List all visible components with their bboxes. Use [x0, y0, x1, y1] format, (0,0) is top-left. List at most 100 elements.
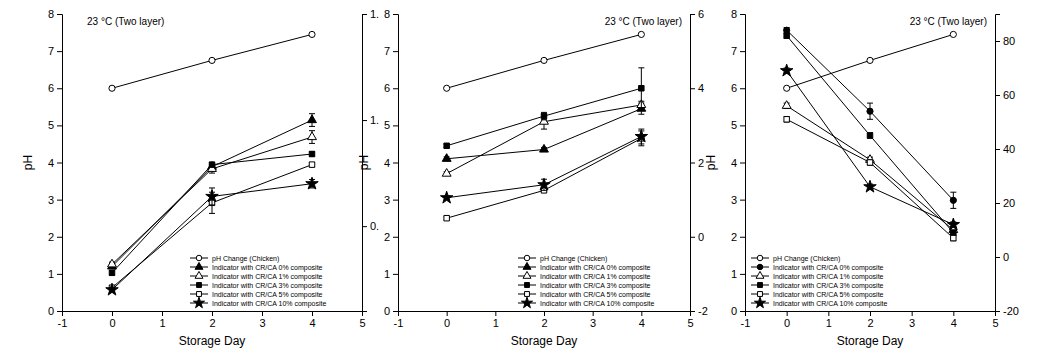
tick-label: 1	[731, 268, 737, 280]
tick-label: -1	[58, 317, 68, 329]
marker	[950, 197, 956, 203]
marker	[951, 230, 956, 235]
axis-line	[996, 15, 1001, 312]
legend-item: Indicator with CR/CA 0% composite	[751, 264, 884, 272]
tick-label: 2	[731, 231, 737, 243]
tick: -1	[58, 311, 68, 329]
legend-label: pH Change (Chicken)	[540, 255, 607, 263]
x-axis: -1012345	[58, 311, 366, 329]
tick-mark	[57, 311, 62, 312]
legend-item: Indicator with CR/CA 5% composite	[751, 291, 884, 299]
tick-mark	[393, 14, 398, 15]
legend-item: Indicator with CR/CA 0% composite	[190, 262, 323, 271]
series	[109, 162, 315, 291]
tick: -1	[394, 311, 404, 329]
tick-mark	[995, 41, 1000, 42]
marker	[867, 133, 872, 138]
marker	[867, 108, 873, 114]
tick-mark	[870, 311, 871, 316]
tick-label: 4	[951, 317, 957, 329]
tick-mark	[362, 120, 367, 121]
chart-root: -10123450123456780.1.1.Storage DaypH23 °…	[0, 0, 1041, 353]
marker	[444, 85, 450, 91]
marker	[867, 57, 873, 63]
tick-mark	[740, 51, 745, 52]
tick-mark	[740, 88, 745, 89]
tick: 4	[731, 157, 745, 169]
series-line	[447, 88, 642, 146]
tick-label: 5	[731, 119, 737, 131]
legend-symbol	[524, 255, 530, 261]
marker	[951, 235, 956, 240]
tick-label: 2	[867, 317, 873, 329]
x-axis-title: Storage Day	[511, 334, 578, 348]
y-axis: 012345678	[48, 8, 63, 317]
error-bar	[784, 33, 790, 38]
tick-label: 6	[731, 82, 737, 94]
marker	[109, 85, 115, 91]
marker	[309, 151, 314, 156]
legend-item: Indicator with CR/CA 1% composite	[518, 271, 651, 280]
tick: 3	[909, 311, 915, 329]
legend-symbol	[523, 262, 531, 269]
tick-label: 7	[48, 45, 54, 57]
legend-item: Indicator with CR/CA 5% composite	[518, 291, 651, 299]
marker	[308, 132, 317, 140]
legend-item: Indicator with CR/CA 3% composite	[518, 282, 651, 290]
legend-item: Indicator with CR/CA 3% composite	[751, 282, 884, 290]
tick: 5	[384, 119, 398, 131]
error-bar	[109, 271, 115, 275]
tick-label: 0.	[370, 220, 379, 232]
legend-label: Indicator with CR/CA 0% composite	[773, 264, 884, 272]
tick: 80	[995, 35, 1015, 47]
tick: 3	[384, 194, 398, 206]
series-line	[447, 138, 642, 218]
marker	[784, 117, 789, 122]
tick: 1	[384, 268, 398, 280]
error-bar	[950, 192, 956, 208]
series	[444, 68, 645, 149]
tick-mark	[57, 200, 62, 201]
tick: 3	[731, 194, 745, 206]
error-bar	[309, 163, 315, 167]
series	[444, 31, 645, 91]
marker	[444, 215, 449, 220]
tick-label: 1	[48, 268, 54, 280]
tick-mark	[740, 237, 745, 238]
marker	[782, 101, 791, 109]
tick: 5	[731, 119, 745, 131]
marker	[950, 31, 956, 37]
tick-mark	[740, 200, 745, 201]
marker	[206, 190, 218, 202]
tick: 0	[731, 305, 745, 317]
series	[784, 117, 957, 241]
marker	[309, 31, 315, 37]
series	[109, 31, 315, 91]
marker	[635, 130, 647, 142]
tick-mark	[362, 226, 367, 227]
tick: 3	[48, 194, 62, 206]
x-axis-title: Storage Day	[837, 334, 904, 348]
tick-label: 3	[590, 317, 596, 329]
error-bar	[867, 133, 873, 138]
series-line	[447, 105, 642, 174]
error-bar	[867, 103, 873, 119]
tick: 0	[48, 305, 62, 317]
tick: 1	[826, 311, 832, 329]
tick-mark	[690, 237, 695, 238]
error-bar	[444, 144, 450, 148]
axis-line	[399, 312, 691, 317]
tick-label: 3	[259, 317, 265, 329]
marker	[109, 270, 114, 275]
tick-label: 8	[731, 8, 737, 20]
series-line	[787, 30, 954, 200]
tick-mark	[690, 14, 695, 15]
tick-label: 0	[1003, 251, 1009, 263]
tick: 7	[48, 45, 62, 57]
tick: 6	[690, 8, 704, 20]
tick-label: 7	[731, 45, 737, 57]
tick: 5	[48, 119, 62, 131]
tick: 7	[384, 45, 398, 57]
tick: 4	[639, 311, 645, 329]
tick: 1	[493, 311, 499, 329]
